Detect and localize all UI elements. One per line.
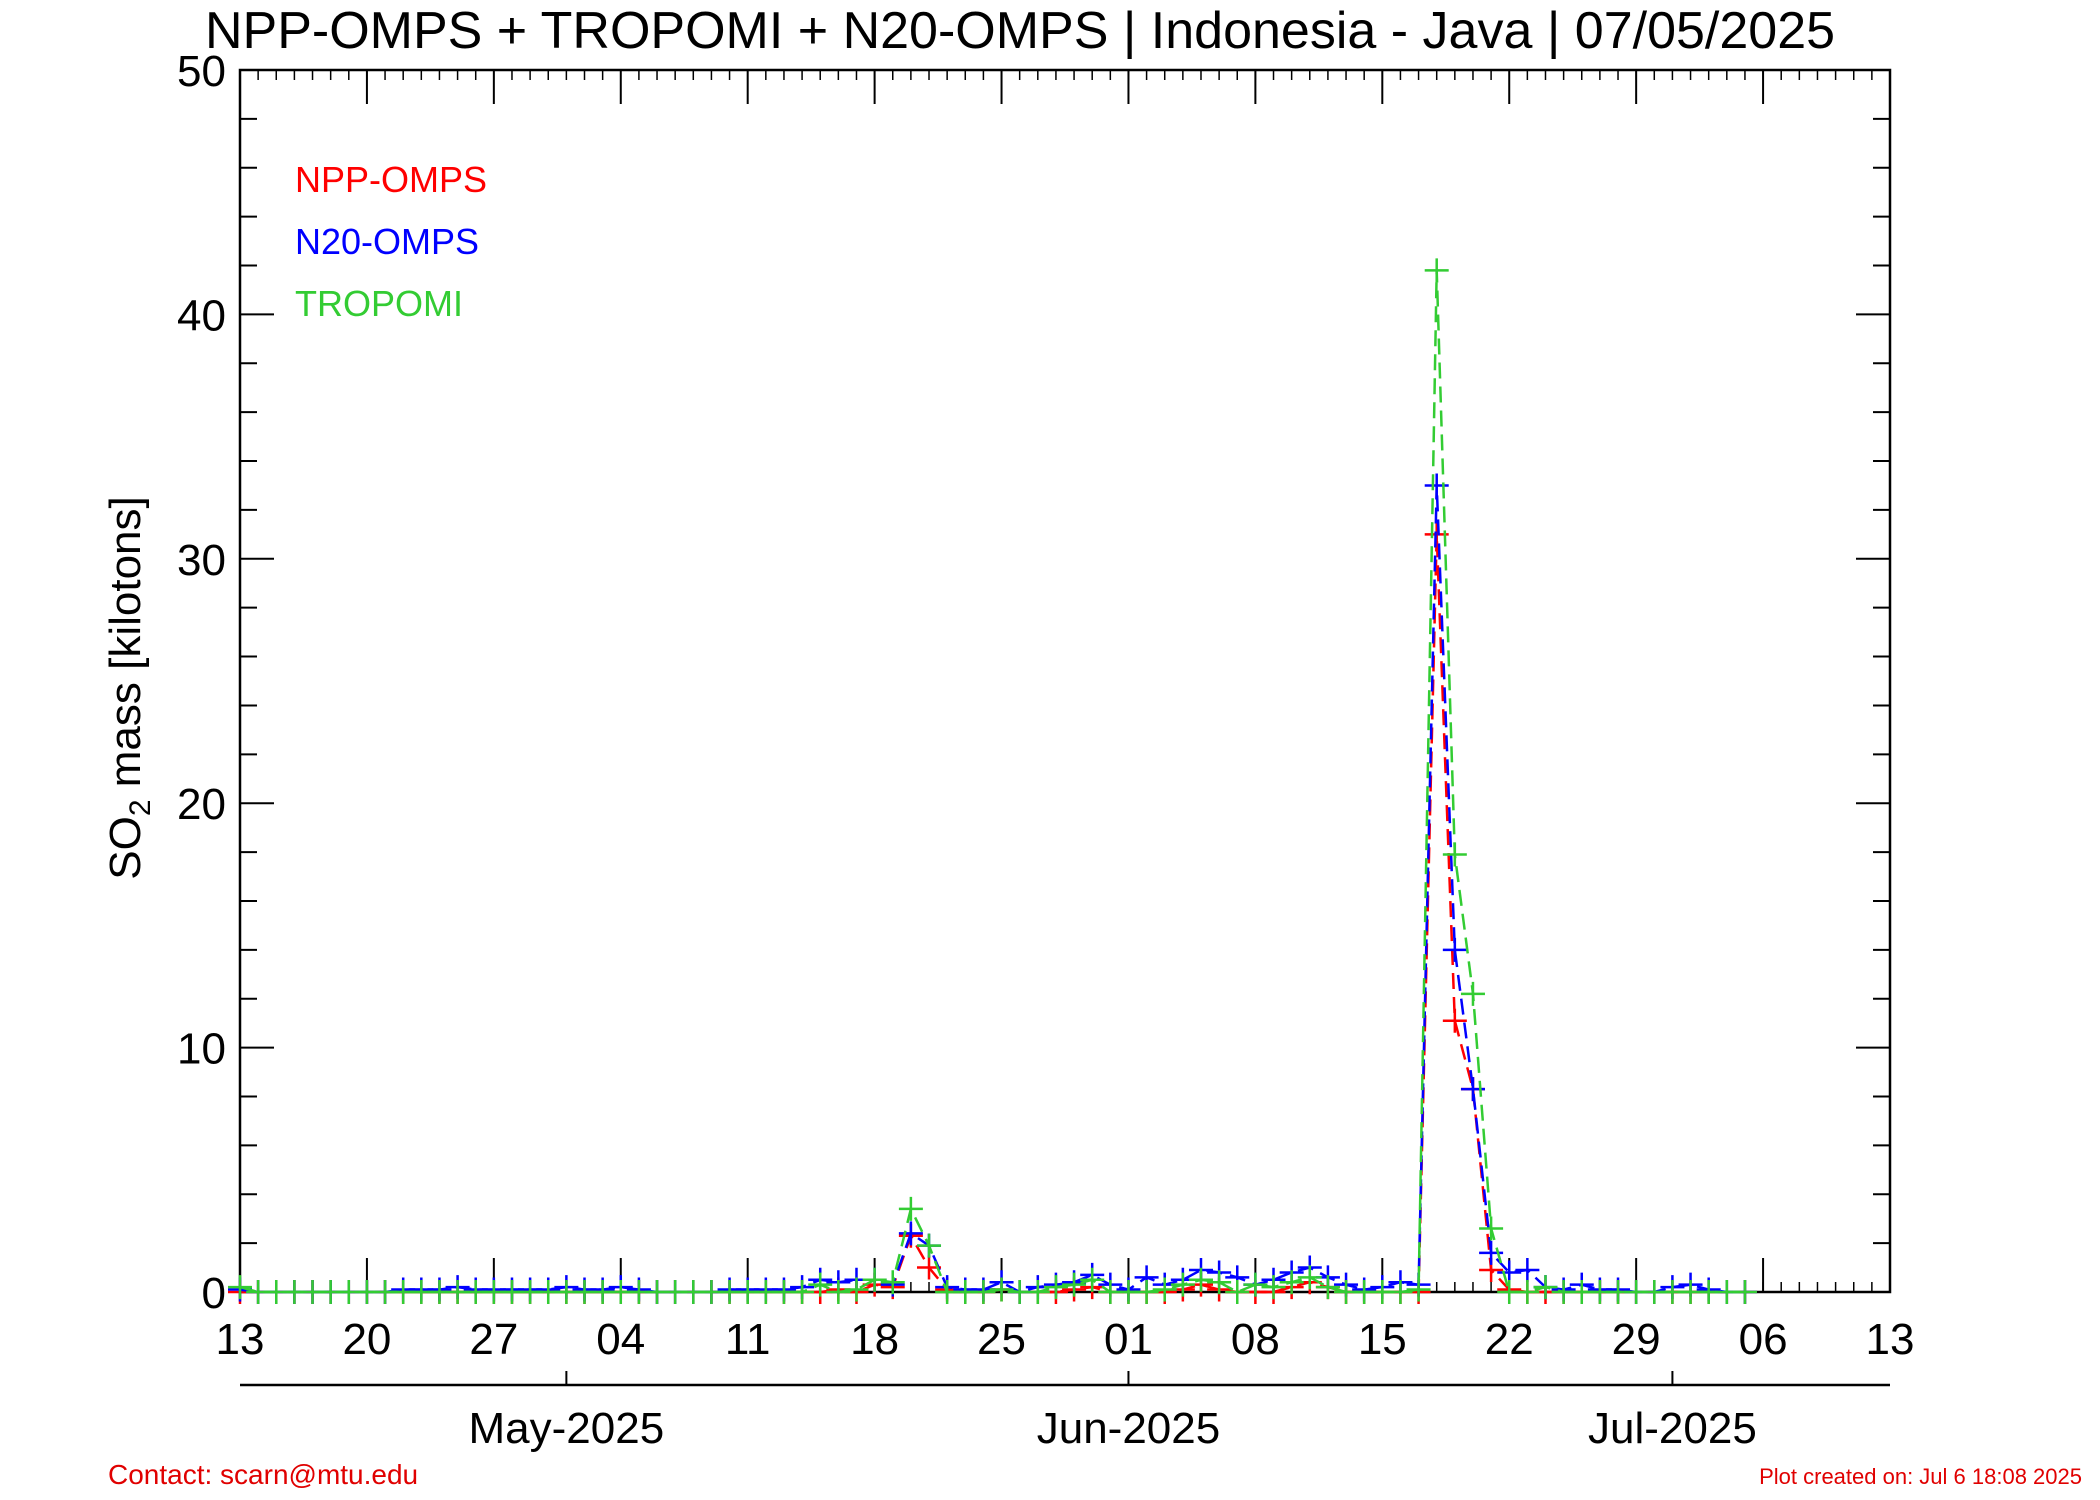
x-tick-label: 13 <box>1866 1315 1915 1364</box>
x-tick-label: 22 <box>1485 1315 1534 1364</box>
data-point-marker <box>1315 1275 1340 1300</box>
data-point-marker <box>1424 258 1449 283</box>
data-point-marker <box>862 1267 887 1292</box>
data-point-marker <box>1025 1280 1050 1304</box>
data-point-marker <box>1225 1280 1250 1304</box>
data-point-marker <box>1388 1280 1413 1304</box>
legend: NPP-OMPS N20-OMPS TROPOMI <box>295 159 487 324</box>
month-label: Jul-2025 <box>1588 1404 1757 1453</box>
data-point-marker <box>1406 1277 1431 1302</box>
x-tick-label: 11 <box>725 1315 771 1364</box>
data-point-marker <box>1080 1267 1105 1292</box>
data-point-marker <box>1297 1265 1322 1290</box>
y-tick-label: 20 <box>177 780 226 829</box>
data-point-marker <box>1732 1280 1757 1304</box>
x-tick-label: 18 <box>850 1315 899 1364</box>
data-point-marker <box>1479 1216 1504 1241</box>
data-point-marker <box>1515 1258 1540 1282</box>
y-tick-label: 40 <box>177 291 226 340</box>
data-point-marker <box>1062 1272 1087 1297</box>
x-tick-label: 25 <box>977 1315 1026 1364</box>
x-tick-label: 06 <box>1739 1315 1788 1364</box>
y-label-prefix: SO <box>101 816 150 880</box>
data-point-marker <box>971 1280 996 1304</box>
y-tick-label: 0 <box>202 1269 226 1318</box>
data-point-marker <box>1533 1275 1558 1300</box>
y-label-suffix: mass [kilotons] <box>101 496 150 799</box>
data-point-marker <box>1460 981 1485 1006</box>
data-point-marker <box>1279 1270 1304 1295</box>
series-n20-omps <box>228 473 1757 1304</box>
month-label: May-2025 <box>469 1404 665 1453</box>
data-point-marker <box>1188 1267 1213 1292</box>
series-line <box>239 270 1745 1294</box>
data-point-marker <box>1515 1280 1540 1304</box>
legend-entry: TROPOMI <box>295 283 463 324</box>
data-point-marker <box>898 1196 923 1221</box>
data-point-marker <box>1207 1270 1232 1295</box>
x-tick-label: 08 <box>1231 1315 1280 1364</box>
y-tick-label: 50 <box>177 47 226 96</box>
data-point-marker <box>917 1233 942 1258</box>
x-tick-label: 04 <box>596 1315 645 1364</box>
series-tropomi <box>228 258 1757 1304</box>
created-footer: Plot created on: Jul 6 18:08 2025 <box>1759 1464 2082 1489</box>
x-tick-label: 27 <box>469 1315 518 1364</box>
contact-footer: Contact: scarn@mtu.edu <box>108 1459 418 1490</box>
legend-entry: NPP-OMPS <box>295 159 487 200</box>
data-point-marker <box>1261 1275 1286 1300</box>
x-tick-label: 20 <box>342 1315 391 1364</box>
data-point-marker <box>1442 842 1467 867</box>
series-layer <box>228 258 1757 1304</box>
data-point-marker <box>808 1272 833 1297</box>
x-tick-label: 01 <box>1104 1315 1153 1364</box>
data-point-marker <box>1152 1277 1177 1302</box>
series-line <box>240 534 1745 1294</box>
series-line <box>239 485 1745 1294</box>
data-point-marker <box>844 1277 869 1302</box>
y-tick-label: 10 <box>177 1025 226 1074</box>
data-point-marker <box>790 1280 815 1304</box>
y-tick-label: 30 <box>177 536 226 585</box>
data-point-marker <box>1243 1272 1268 1297</box>
data-point-marker <box>1424 473 1449 498</box>
x-tick-label: 13 <box>216 1315 265 1364</box>
legend-entry: N20-OMPS <box>295 221 479 262</box>
x-tick-label: 15 <box>1358 1315 1407 1364</box>
data-point-marker <box>228 1275 252 1300</box>
y-axis-label: SO2 mass [kilotons] <box>101 496 157 879</box>
y-label-subscript: 2 <box>124 799 157 816</box>
data-point-marker <box>1134 1280 1159 1304</box>
month-label: Jun-2025 <box>1037 1404 1220 1453</box>
chart-title: NPP-OMPS + TROPOMI + N20-OMPS | Indonesi… <box>205 2 1835 60</box>
x-tick-label: 29 <box>1612 1315 1661 1364</box>
data-point-marker <box>826 1280 851 1304</box>
data-point-marker <box>1442 937 1467 962</box>
series-npp-omps <box>228 522 1757 1304</box>
data-point-marker <box>1170 1272 1195 1297</box>
data-point-marker <box>989 1277 1014 1302</box>
plot-frame <box>238 68 1892 1294</box>
data-point-marker <box>898 1221 923 1246</box>
data-point-marker <box>1043 1275 1068 1300</box>
data-point-marker <box>1442 1008 1467 1033</box>
data-point-marker <box>880 1270 905 1295</box>
